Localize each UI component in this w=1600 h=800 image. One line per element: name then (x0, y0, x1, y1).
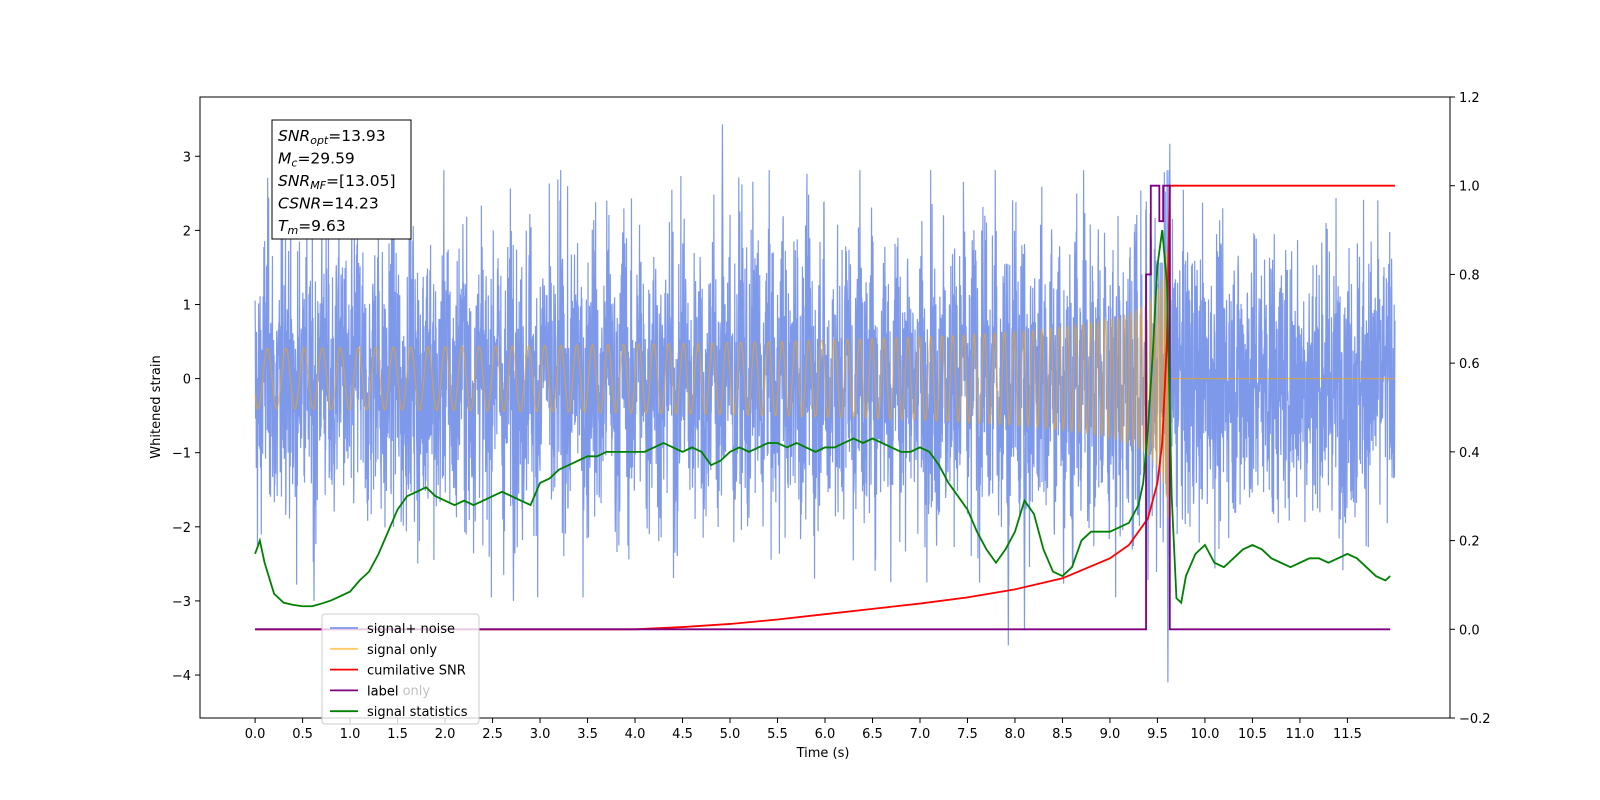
y-tick-label: 3 (183, 150, 191, 165)
annotation-subscript: c (291, 157, 297, 170)
annotation-symbol: M (278, 150, 291, 168)
annotation-frame (271, 119, 412, 240)
y2-tick-label: 0.2 (1459, 535, 1480, 550)
annotation-symbol: SNR (278, 172, 310, 190)
x-tick-label: 9.0 (1100, 727, 1121, 742)
annotation-subscript: opt (310, 134, 329, 147)
legend-frame (321, 613, 480, 725)
y-tick-label: −4 (172, 669, 191, 684)
annotation-line: Tm=9.63 (278, 217, 346, 237)
x-tick-label: 2.5 (482, 727, 503, 742)
x-tick-label: 8.0 (1005, 727, 1026, 742)
legend-label: signal only (367, 643, 437, 658)
y2-tick-label: 0.8 (1459, 268, 1480, 283)
y-tick-label: −2 (172, 521, 191, 536)
y2-tick-label: 0.0 (1459, 623, 1480, 638)
y-tick-label: 0 (183, 373, 191, 388)
x-tick-label: 5.0 (720, 727, 741, 742)
legend-label: label (367, 684, 398, 699)
series-signal-statistics (254, 229, 1391, 608)
x-tick-label: 3.5 (577, 727, 598, 742)
y2-tick-label: 1.2 (1459, 91, 1480, 106)
x-tick-label: 7.5 (957, 727, 978, 742)
annotation-line: SNRMF=[13.05] (278, 172, 396, 192)
annotation-subscript: m (287, 224, 298, 237)
x-tick-label: 7.0 (910, 727, 931, 742)
y-tick-label: 2 (183, 224, 191, 239)
x-tick-label: 4.0 (625, 727, 646, 742)
y-axis-label: Whitened strain (149, 355, 164, 458)
x-tick-label: 6.5 (862, 727, 883, 742)
y2-tick-label: 0.4 (1459, 446, 1480, 461)
y-tick-label: −1 (172, 447, 191, 462)
y-tick-label: −3 (172, 595, 191, 610)
plot-frame (199, 96, 1451, 719)
x-tick-label: 0.5 (292, 727, 313, 742)
x-tick-label: 0.0 (245, 727, 266, 742)
annotation-symbol: T (278, 217, 289, 235)
annotation-subscript: MF (310, 179, 326, 192)
x-tick-label: 10.5 (1238, 727, 1267, 742)
x-tick-label: 2.0 (435, 727, 456, 742)
y2-tick-label: 1.0 (1459, 180, 1480, 195)
annotation-value: =[13.05] (326, 172, 395, 190)
x-tick-label: 6.0 (815, 727, 836, 742)
x-tick-label: 3.0 (530, 727, 551, 742)
legend-label: signal statistics (367, 705, 468, 720)
series-layer (254, 124, 1396, 683)
x-tick-label: 11.5 (1333, 727, 1362, 742)
annotation-line: Mc=29.59 (278, 150, 355, 170)
legend: signal+ noise signal only cumilative SNR la… (321, 613, 480, 725)
annotation-value: =14.23 (321, 195, 378, 213)
series-label (255, 184, 1391, 631)
y-tick-label: 1 (183, 298, 191, 313)
annotation-value: =29.59 (297, 150, 354, 168)
annotation-symbol: CSNR (278, 195, 321, 213)
axes-layer: 0.0 0.5 1.0 1.5 2.0 2.5 3.0 3.5 4.0 4.5 5.0 5.5 6.0 6… (172, 91, 1491, 742)
legend-label: cumilative SNR (367, 664, 466, 679)
x-tick-label: 1.5 (387, 727, 408, 742)
x-tick-label: 1.0 (340, 727, 361, 742)
annotation-line: SNRopt=13.93 (278, 127, 386, 147)
series-signal-noise (254, 124, 1396, 683)
legend-label-hidden: label only (367, 684, 430, 699)
x-tick-label: 8.5 (1052, 727, 1073, 742)
x-tick-label: 10.0 (1190, 727, 1219, 742)
x-tick-label: 5.5 (767, 727, 788, 742)
x-tick-label: 4.5 (672, 727, 693, 742)
legend-label: signal+ noise (367, 622, 455, 637)
y2-tick-label: 0.6 (1459, 357, 1480, 372)
x-tick-label: 9.5 (1147, 727, 1168, 742)
series-signal-only (254, 215, 1395, 546)
annotation-value: =13.93 (328, 127, 385, 145)
x-axis-label: Time (s) (796, 746, 850, 761)
annotation-value: =9.63 (298, 217, 346, 235)
y2-tick-label: −0.2 (1459, 712, 1491, 727)
annotation-symbol: SNR (278, 127, 310, 145)
annotation-line: CSNR=14.23 (278, 195, 379, 213)
x-tick-label: 11.0 (1285, 727, 1314, 742)
annotation-box: SNRopt=13.93Mc=29.59SNRMF=[13.05]CSNR=14… (271, 119, 412, 240)
